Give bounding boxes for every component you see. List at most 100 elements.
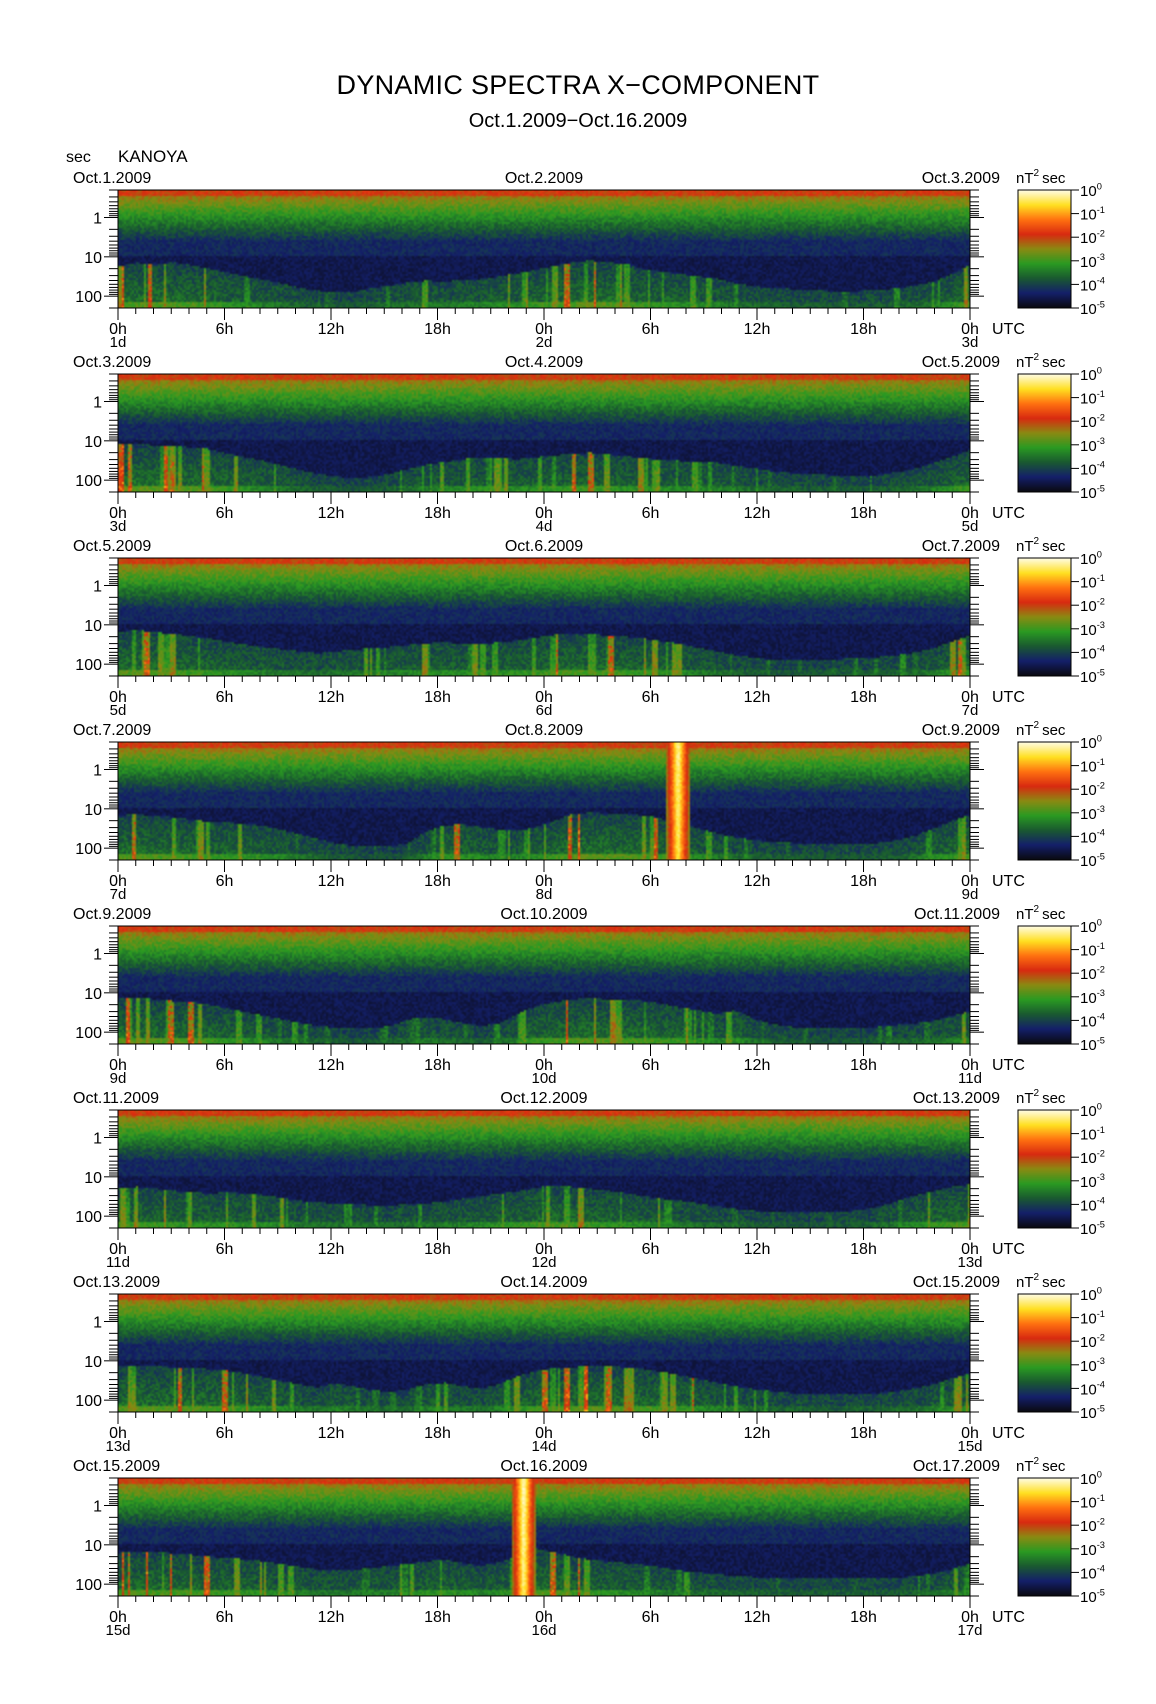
x-tick-label: 18h xyxy=(850,1609,877,1626)
x-tick-label: 0h xyxy=(535,1609,553,1626)
x-tick-label: 6h xyxy=(216,873,234,890)
day-label-left: 15d xyxy=(105,1622,130,1639)
colorbar-tick-label: 10-2 xyxy=(1080,412,1105,431)
colorbar-tick-label: 10-5 xyxy=(1080,299,1105,318)
colorbar-gradient xyxy=(1018,1110,1071,1228)
y-tick-label: 100 xyxy=(75,1209,102,1226)
day-label-mid: 16d xyxy=(531,1622,556,1639)
colorbar-unit: nT2 sec xyxy=(1016,352,1066,371)
colorbar-tick-label: 10-4 xyxy=(1080,1012,1105,1031)
x-tick-label: 12h xyxy=(744,1425,771,1442)
x-tick-label: 6h xyxy=(642,1057,660,1074)
y-tick-label: 100 xyxy=(75,1393,102,1410)
day-label-right: 5d xyxy=(962,518,979,535)
colorbar-tick-label: 10-5 xyxy=(1080,1403,1105,1422)
colorbar-tick-label: 10-5 xyxy=(1080,483,1105,502)
panel-date-left: Oct.15.2009 xyxy=(73,1458,160,1475)
colorbar-tick-label: 10-1 xyxy=(1080,1493,1105,1512)
y-tick-label: 1 xyxy=(93,210,102,227)
colorbar-unit: nT2 sec xyxy=(1016,1272,1066,1291)
spectrum-image xyxy=(118,1110,970,1228)
colorbar-tick-label: 10-1 xyxy=(1080,941,1105,960)
x-tick-label: 6h xyxy=(642,873,660,890)
x-tick-label: 18h xyxy=(850,321,877,338)
panel-date-mid: Oct.2.2009 xyxy=(505,170,583,187)
x-tick-label: 0h xyxy=(109,321,127,338)
y-tick-label: 10 xyxy=(84,802,102,819)
x-tick-label: 18h xyxy=(424,873,451,890)
y-tick-label: 1 xyxy=(93,762,102,779)
panel-date-right: Oct.11.2009 xyxy=(914,906,1000,923)
y-tick-label: 10 xyxy=(84,1354,102,1371)
y-tick-label: 100 xyxy=(75,841,102,858)
y-tick-label: 10 xyxy=(84,434,102,451)
colorbar-tick-label: 100 xyxy=(1080,549,1102,568)
day-label-right: 11d xyxy=(958,1070,982,1087)
y-tick-label: 1 xyxy=(93,1498,102,1515)
x-tick-label: 0h xyxy=(109,1241,127,1258)
colorbar-unit: nT2 sec xyxy=(1016,1088,1066,1107)
spectrum-image xyxy=(118,1478,970,1596)
colorbar-tick-label: 100 xyxy=(1080,733,1102,752)
colorbar-tick-label: 10-2 xyxy=(1080,1332,1105,1351)
x-tick-label: 12h xyxy=(318,1609,345,1626)
colorbar-tick-label: 10-3 xyxy=(1080,1356,1105,1375)
y-tick-label: 100 xyxy=(75,657,102,674)
colorbar-frame xyxy=(1017,925,1072,1045)
colorbar-unit: nT2 sec xyxy=(1016,904,1066,923)
panel-date-right: Oct.15.2009 xyxy=(913,1274,1000,1291)
colorbar-tick-label: 100 xyxy=(1080,1285,1102,1304)
day-label-left: 11d xyxy=(106,1254,130,1271)
panel-date-right: Oct.3.2009 xyxy=(922,170,1000,187)
day-label-left: 9d xyxy=(110,1070,127,1087)
spectrum-image xyxy=(118,558,970,676)
panel-date-right: Oct.17.2009 xyxy=(913,1458,1000,1475)
x-tick-label: 0h xyxy=(109,505,127,522)
colorbar-frame xyxy=(1017,1109,1072,1229)
x-tick-label: 0h xyxy=(109,1057,127,1074)
colorbar-tick-label: 10-1 xyxy=(1080,205,1105,224)
spectrum-image xyxy=(118,742,970,860)
colorbar-tick-label: 10-2 xyxy=(1080,1516,1105,1535)
day-label-right: 17d xyxy=(957,1622,982,1639)
x-tick-label: 18h xyxy=(424,1241,451,1258)
colorbar-unit: nT2 sec xyxy=(1016,1456,1066,1475)
utc-label: UTC xyxy=(992,505,1025,522)
panel-date-left: Oct.9.2009 xyxy=(73,906,151,923)
spectrum-image xyxy=(118,1294,970,1412)
colorbar-tick-label: 10-5 xyxy=(1080,1587,1105,1606)
x-tick-label: 6h xyxy=(216,689,234,706)
x-tick-label: 6h xyxy=(216,505,234,522)
day-label-left: 1d xyxy=(110,334,127,351)
colorbar-tick-label: 10-4 xyxy=(1080,460,1105,479)
x-tick-label: 12h xyxy=(318,873,345,890)
colorbar-tick-label: 10-4 xyxy=(1080,644,1105,663)
colorbar-tick-label: 10-1 xyxy=(1080,757,1105,776)
colorbar-frame xyxy=(1017,189,1072,309)
x-tick-label: 0h xyxy=(535,689,553,706)
x-tick-label: 0h xyxy=(535,873,553,890)
colorbar-tick-label: 10-3 xyxy=(1080,1172,1105,1191)
colorbar-tick-label: 10-4 xyxy=(1080,1564,1105,1583)
panel-date-mid: Oct.10.2009 xyxy=(500,906,587,923)
x-tick-label: 18h xyxy=(424,689,451,706)
y-tick-label: 1 xyxy=(93,394,102,411)
utc-label: UTC xyxy=(992,321,1025,338)
colorbar-tick-label: 10-3 xyxy=(1080,1540,1105,1559)
y-tick-label: 10 xyxy=(84,618,102,635)
y-unit-label: sec xyxy=(66,149,91,166)
colorbar-tick-label: 10-4 xyxy=(1080,1196,1105,1215)
x-tick-label: 18h xyxy=(850,505,877,522)
colorbar-tick-label: 100 xyxy=(1080,365,1102,384)
colorbar-tick-label: 10-1 xyxy=(1080,1309,1105,1328)
x-tick-label: 6h xyxy=(216,321,234,338)
panel-date-mid: Oct.8.2009 xyxy=(505,722,583,739)
colorbar-tick-label: 10-3 xyxy=(1080,804,1105,823)
station-label: KANOYA xyxy=(118,147,188,166)
colorbar-tick-label: 10-1 xyxy=(1080,573,1105,592)
spectrum-image xyxy=(118,190,970,308)
y-tick-label: 10 xyxy=(84,986,102,1003)
colorbar-tick-label: 10-4 xyxy=(1080,1380,1105,1399)
colorbar-tick-label: 10-1 xyxy=(1080,389,1105,408)
colorbar-tick-label: 10-3 xyxy=(1080,620,1105,639)
